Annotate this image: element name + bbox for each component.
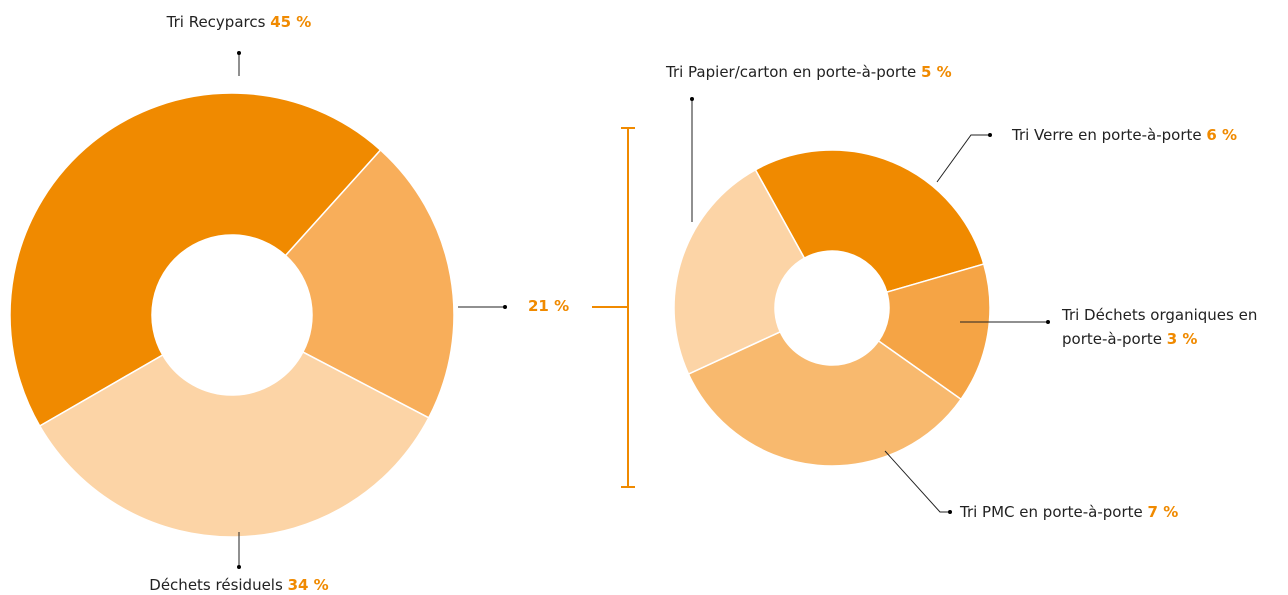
segment-label: Tri Recyparcs 45 %: [167, 10, 312, 34]
donut-segment: [38, 351, 430, 538]
category-name: Tri Déchets organiques en porte-à-porte: [1062, 306, 1258, 348]
subtotal-label: 21 %: [528, 297, 570, 315]
donut-right: [673, 149, 991, 467]
segment-label: Déchets résiduels 34 %: [149, 573, 328, 595]
donut-segment: [754, 149, 985, 294]
donut-segment: [284, 148, 455, 419]
segment-label: Tri Papier/carton en porte-à-porte 5 %: [666, 60, 952, 84]
category-name: Tri Verre en porte-à-porte: [1012, 126, 1202, 144]
donut-segment: [673, 168, 806, 376]
segment-label: Tri Déchets organiques en porte-à-porte …: [1062, 303, 1262, 351]
donut-segment: [877, 263, 991, 401]
category-name: Déchets résiduels: [149, 576, 283, 594]
donut-segment: [9, 92, 382, 428]
segment-label: Tri Verre en porte-à-porte 6 %: [1012, 123, 1237, 147]
bracket: [592, 127, 635, 488]
value-label: 5 %: [920, 63, 952, 81]
category-name: Tri Recyparcs: [166, 13, 266, 31]
category-name: Tri PMC en porte-à-porte: [960, 503, 1143, 521]
value-label: 34 %: [287, 576, 329, 594]
leader-lines: [237, 51, 1050, 569]
segment-label: Tri PMC en porte-à-porte 7 %: [960, 500, 1178, 524]
value-label: 3 %: [1166, 330, 1198, 348]
category-name: Tri Papier/carton en porte-à-porte: [666, 63, 917, 81]
donut-segment: [687, 330, 963, 467]
value-label: 7 %: [1147, 503, 1179, 521]
value-label: 6 %: [1206, 126, 1238, 144]
value-label: 45 %: [270, 13, 312, 31]
donut-left: [9, 92, 455, 538]
